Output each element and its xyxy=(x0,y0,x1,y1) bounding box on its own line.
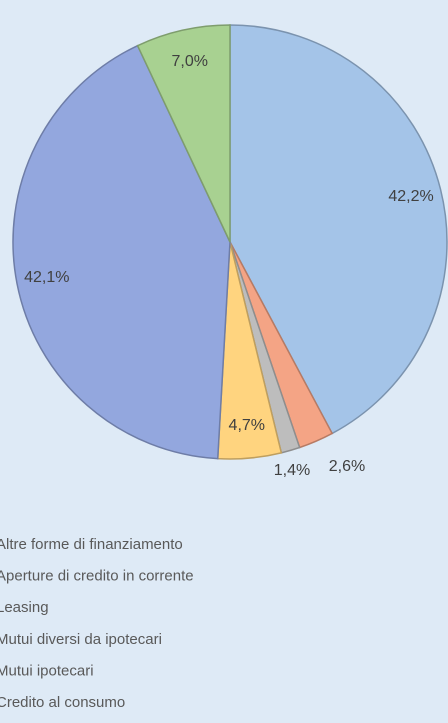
data-label: 7,0% xyxy=(172,53,208,70)
pie-slice xyxy=(12,44,231,460)
data-label: 1,4% xyxy=(274,462,310,479)
legend-label: Altre forme di finanziamento xyxy=(0,536,183,553)
legend-label: Credito al consumo xyxy=(0,694,125,711)
legend-label: Mutui ipotecari xyxy=(0,662,94,679)
pie-slice xyxy=(136,24,231,243)
pie-slice xyxy=(229,24,448,435)
data-label: 4,7% xyxy=(229,417,265,434)
legend-label: Leasing xyxy=(0,599,49,616)
data-label: 2,6% xyxy=(329,458,365,475)
data-label: 42,1% xyxy=(24,269,69,286)
legend-label: Mutui diversi da ipotecari xyxy=(0,631,162,648)
data-label: 42,2% xyxy=(388,188,433,205)
legend-label: Aperture di credito in corrente xyxy=(0,568,194,585)
